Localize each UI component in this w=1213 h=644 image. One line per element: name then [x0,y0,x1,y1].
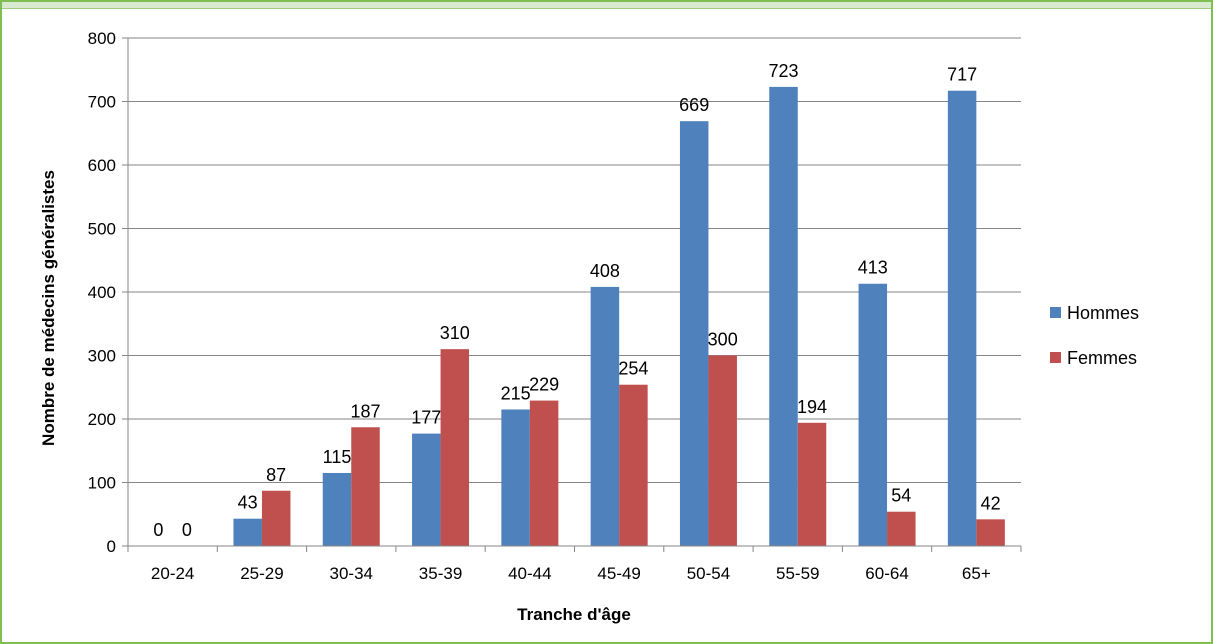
bar-femmes [530,401,559,546]
data-label-femmes: 187 [350,401,380,421]
bar-femmes [976,519,1005,546]
y-tick-label: 700 [88,93,116,112]
bar-femmes [887,512,916,546]
data-label-hommes: 43 [238,493,258,513]
data-label-hommes: 115 [323,447,352,467]
bar-femmes [351,427,380,546]
y-tick-label: 0 [107,537,116,556]
x-tick-labels: 20-24 25-29 30-34 35-39 40-44 45-49 50-54 55-59… [151,564,991,583]
data-label-femmes: 229 [529,375,559,395]
data-label-hommes: 723 [768,61,798,81]
y-tick-label: 600 [88,156,116,175]
y-tick-label: 300 [88,347,116,366]
bar-femmes [798,423,827,546]
data-label-hommes: 413 [858,258,888,278]
legend: Hommes Femmes [1050,303,1139,368]
x-tick-label: 45-49 [597,564,640,583]
legend-swatch-femmes [1050,352,1061,363]
y-tick-label: 200 [88,410,116,429]
legend-swatch-hommes [1050,307,1061,318]
data-label-femmes: 300 [708,330,738,350]
x-tick-label: 25-29 [240,564,283,583]
y-tick-label: 800 [88,29,116,48]
x-axis-title: Tranche d'âge [517,605,631,624]
data-label-femmes: 54 [891,486,911,506]
x-tick-label: 65+ [962,564,991,583]
x-tick-label: 30-34 [330,564,373,583]
bar-hommes [948,91,977,546]
data-label-femmes: 42 [981,493,1001,513]
bar-hommes [233,519,262,546]
bar-hommes [412,434,441,546]
data-label-femmes: 310 [440,323,470,343]
bar-femmes [441,349,470,546]
data-label-hommes: 669 [679,95,709,115]
x-tick-label: 50-54 [687,564,730,583]
data-label-hommes: 0 [153,520,163,540]
x-tick-label: 60-64 [865,564,908,583]
bar-femmes [619,385,648,546]
bar-hommes [769,87,798,546]
x-tick-label: 55-59 [776,564,819,583]
y-tick-label: 500 [88,220,116,239]
bar-femmes [262,491,291,546]
bar-hommes [591,287,620,546]
data-label-hommes: 215 [501,383,531,403]
x-tick-label: 20-24 [151,564,194,583]
data-label-hommes: 177 [411,408,441,428]
data-label-femmes: 0 [182,520,192,540]
y-tick-label: 400 [88,283,116,302]
y-axis-title: Nombre de médecins généralistes [39,170,58,446]
data-label-hommes: 408 [590,261,620,281]
data-label-femmes: 254 [618,359,648,379]
data-label-femmes: 194 [797,397,827,417]
data-label-femmes: 87 [266,465,286,485]
bar-femmes [708,356,737,547]
bar-hommes [323,473,352,546]
x-tick-label: 35-39 [419,564,462,583]
legend-label-femmes: Femmes [1067,348,1137,368]
x-tick-label: 40-44 [508,564,551,583]
bars [233,87,1004,546]
legend-label-hommes: Hommes [1067,303,1139,323]
y-tick-labels: 0 100 200 300 400 500 600 700 800 [88,29,116,556]
data-label-hommes: 717 [947,65,977,85]
bar-hommes [859,284,888,546]
y-tick-label: 100 [88,474,116,493]
bar-hommes [501,409,529,546]
bar-hommes [680,121,709,546]
